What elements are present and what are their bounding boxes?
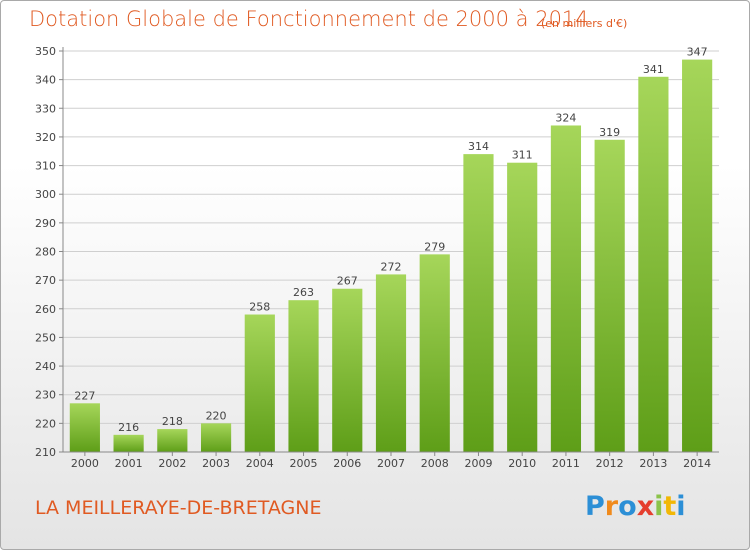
data-label: 324 [555, 111, 576, 124]
bar[interactable] [638, 76, 669, 453]
data-label: 218 [162, 415, 183, 428]
bar[interactable] [69, 403, 100, 452]
y-tick-label: 240 [35, 360, 56, 373]
logo-letter: o [618, 491, 637, 522]
data-label: 347 [687, 46, 708, 59]
y-tick-label: 210 [35, 446, 56, 459]
data-label: 258 [249, 301, 270, 314]
x-tick-label: 2006 [333, 457, 361, 470]
bar[interactable] [200, 423, 232, 452]
x-tick-label: 2013 [639, 457, 667, 470]
bar[interactable] [375, 274, 407, 452]
bars: 227 216 218 220 258 263 267 272 279 314 311 324 319 3… [69, 46, 713, 453]
data-label: 220 [206, 409, 227, 422]
y-tick-label: 280 [35, 246, 56, 259]
data-label: 267 [337, 275, 358, 288]
commune-name: LA MEILLERAYE-DE-BRETAGNE [35, 497, 322, 519]
bar[interactable] [507, 162, 538, 452]
data-label: 227 [74, 389, 95, 402]
x-tick-label: 2009 [464, 457, 492, 470]
y-tick-label: 350 [35, 45, 56, 58]
data-label: 216 [118, 421, 139, 434]
x-tick-label: 2012 [596, 457, 624, 470]
x-tick-label: 2001 [115, 457, 143, 470]
data-label: 272 [381, 260, 402, 273]
bar[interactable] [682, 59, 713, 452]
logo-letter: r [604, 491, 619, 522]
logo-letter: x [636, 491, 655, 522]
y-tick-label: 330 [35, 102, 56, 115]
x-tick-label: 2003 [202, 457, 230, 470]
logo-letter: i [676, 491, 686, 522]
y-tick-label: 250 [35, 331, 56, 344]
chart-subtitle: (en milliers d'€) [541, 17, 628, 30]
x-tick-label: 2002 [158, 457, 186, 470]
x-tick-label: 2004 [246, 457, 274, 470]
data-label: 263 [293, 286, 314, 299]
logo-letter: i [654, 491, 664, 522]
x-tick-label: 2007 [377, 457, 405, 470]
y-tick-label: 270 [35, 274, 56, 287]
bar[interactable] [419, 254, 450, 452]
data-label: 341 [643, 63, 664, 76]
bar[interactable] [594, 139, 625, 453]
y-tick-label: 220 [35, 417, 56, 430]
data-label: 311 [512, 149, 533, 162]
axes: 210 220 230 240 250 260 270 280 290 300 310 320 330 3… [35, 45, 719, 470]
x-tick-label: 2010 [508, 457, 536, 470]
chart-title: Dotation Globale de Fonctionnement de 20… [29, 7, 589, 31]
y-tick-label: 340 [35, 74, 56, 87]
data-label: 319 [599, 126, 620, 139]
y-tick-label: 310 [35, 160, 56, 173]
data-label: 279 [424, 240, 445, 253]
bar[interactable] [113, 434, 144, 452]
x-tick-label: 2011 [552, 457, 580, 470]
x-tick-label: 2000 [71, 457, 99, 470]
bar[interactable] [157, 429, 188, 452]
proxiti-logo[interactable]: Proxiti [585, 491, 686, 522]
y-tick-label: 230 [35, 389, 56, 402]
bar[interactable] [244, 314, 275, 452]
bar[interactable] [332, 288, 363, 452]
logo-letter: P [585, 491, 605, 522]
y-tick-label: 290 [35, 217, 56, 230]
y-tick-label: 320 [35, 131, 56, 144]
x-tick-label: 2005 [290, 457, 318, 470]
logo-letter: t [663, 491, 677, 522]
data-label: 314 [468, 140, 489, 153]
bar[interactable] [463, 154, 494, 452]
x-tick-label: 2014 [683, 457, 711, 470]
bar[interactable] [550, 125, 582, 452]
y-tick-label: 300 [35, 188, 56, 201]
x-tick-label: 2008 [421, 457, 449, 470]
y-tick-label: 260 [35, 303, 56, 316]
bar[interactable] [288, 300, 319, 452]
